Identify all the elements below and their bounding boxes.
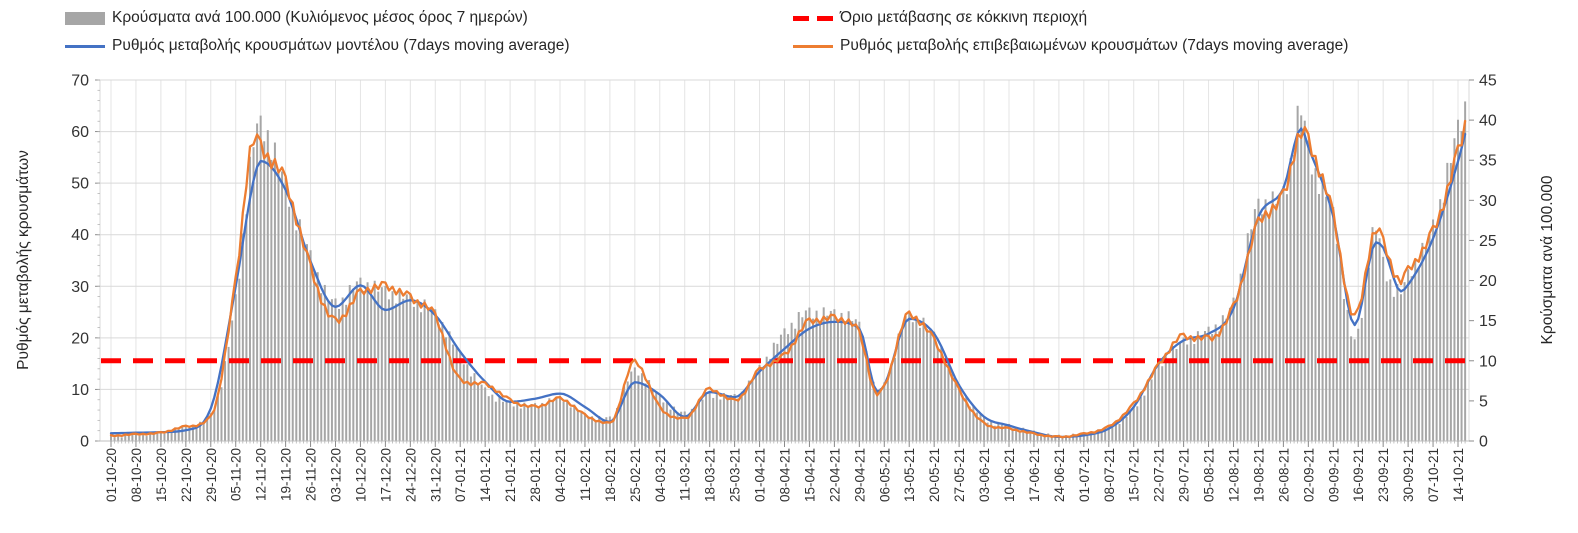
svg-text:07-10-21: 07-10-21 <box>1426 448 1441 502</box>
svg-text:10-12-20: 10-12-20 <box>353 448 368 502</box>
svg-text:21-01-21: 21-01-21 <box>503 448 518 502</box>
svg-text:60: 60 <box>71 124 89 141</box>
svg-text:14-01-21: 14-01-21 <box>478 448 493 502</box>
svg-text:45: 45 <box>1479 73 1497 90</box>
svg-text:40: 40 <box>1479 113 1497 130</box>
svg-text:28-01-21: 28-01-21 <box>528 448 543 502</box>
svg-text:08-07-21: 08-07-21 <box>1102 448 1117 502</box>
confirmed-rate-line <box>109 119 1467 439</box>
svg-text:03-12-20: 03-12-20 <box>329 448 344 502</box>
svg-text:11-02-21: 11-02-21 <box>578 448 593 501</box>
legend-item-model: Ρυθμός μεταβολής κρουσμάτων μοντέλου (7d… <box>65 37 570 55</box>
svg-text:26-11-20: 26-11-20 <box>304 448 319 501</box>
svg-text:29-10-20: 29-10-20 <box>204 448 219 502</box>
svg-text:01-10-20: 01-10-20 <box>104 448 119 502</box>
svg-text:14-10-21: 14-10-21 <box>1451 448 1466 502</box>
svg-text:0: 0 <box>80 434 89 451</box>
svg-text:30-09-21: 30-09-21 <box>1401 448 1416 502</box>
svg-text:01-07-21: 01-07-21 <box>1077 448 1092 502</box>
svg-text:70: 70 <box>71 73 89 90</box>
svg-text:01-04-21: 01-04-21 <box>753 448 768 502</box>
svg-text:0: 0 <box>1479 434 1488 451</box>
svg-text:22-04-21: 22-04-21 <box>827 448 842 502</box>
svg-text:09-09-21: 09-09-21 <box>1326 448 1341 502</box>
svg-text:19-11-20: 19-11-20 <box>279 448 294 501</box>
svg-text:17-12-20: 17-12-20 <box>378 448 393 502</box>
svg-text:18-03-21: 18-03-21 <box>703 448 718 502</box>
svg-text:25-02-21: 25-02-21 <box>628 448 643 502</box>
axis-tick-labels: 0 10 20 30 40 50 60 70 0 5 10 15 20 25 30 35 40 45 01-10-2… <box>71 73 1497 503</box>
cases-bars-series <box>110 101 1467 442</box>
svg-text:03-06-21: 03-06-21 <box>977 448 992 502</box>
svg-text:15: 15 <box>1479 313 1497 330</box>
svg-text:26-08-21: 26-08-21 <box>1276 448 1291 502</box>
svg-text:24-12-20: 24-12-20 <box>403 448 418 502</box>
svg-text:15-10-20: 15-10-20 <box>154 448 169 502</box>
svg-text:29-04-21: 29-04-21 <box>852 448 867 502</box>
svg-text:17-06-21: 17-06-21 <box>1027 448 1042 502</box>
svg-text:18-02-21: 18-02-21 <box>603 448 618 502</box>
bar-swatch-icon <box>65 11 105 25</box>
svg-text:02-09-21: 02-09-21 <box>1301 448 1316 502</box>
svg-text:20-05-21: 20-05-21 <box>927 448 942 502</box>
svg-text:35: 35 <box>1479 153 1497 170</box>
legend-item-confirmed: Ρυθμός μεταβολής επιβεβαιωμένων κρουσμάτ… <box>793 37 1348 55</box>
svg-text:24-06-21: 24-06-21 <box>1052 448 1067 502</box>
svg-text:15-04-21: 15-04-21 <box>802 448 817 502</box>
legend-label: Κρούσματα ανά 100.000 (Κυλιόμενος μέσος … <box>112 9 528 26</box>
svg-text:13-05-21: 13-05-21 <box>902 448 917 502</box>
legend-label: Όριο μετάβασης σε κόκκινη περιοχή <box>840 9 1088 26</box>
svg-text:07-01-21: 07-01-21 <box>453 448 468 502</box>
legend-label: Ρυθμός μεταβολής επιβεβαιωμένων κρουσμάτ… <box>840 37 1349 54</box>
svg-text:5: 5 <box>1479 393 1488 410</box>
svg-text:31-12-20: 31-12-20 <box>428 448 443 502</box>
svg-text:25-03-21: 25-03-21 <box>728 448 743 502</box>
svg-text:30: 30 <box>1479 193 1497 210</box>
svg-text:10-06-21: 10-06-21 <box>1002 448 1017 502</box>
svg-text:05-11-20: 05-11-20 <box>229 448 244 501</box>
svg-text:12-11-20: 12-11-20 <box>254 448 269 501</box>
svg-text:04-03-21: 04-03-21 <box>653 448 668 502</box>
svg-text:15-07-21: 15-07-21 <box>1127 448 1142 502</box>
svg-text:16-09-21: 16-09-21 <box>1351 448 1366 502</box>
svg-text:12-08-21: 12-08-21 <box>1227 448 1242 502</box>
svg-text:29-07-21: 29-07-21 <box>1177 448 1192 502</box>
svg-text:08-04-21: 08-04-21 <box>778 448 793 502</box>
blue-line-swatch-icon <box>65 44 105 48</box>
svg-text:10: 10 <box>1479 353 1497 370</box>
svg-text:20: 20 <box>71 330 89 347</box>
svg-text:23-09-21: 23-09-21 <box>1376 448 1391 502</box>
svg-text:11-03-21: 11-03-21 <box>678 448 693 501</box>
svg-text:04-02-21: 04-02-21 <box>553 448 568 502</box>
svg-text:19-08-21: 19-08-21 <box>1251 448 1266 502</box>
svg-text:20: 20 <box>1479 273 1497 290</box>
svg-text:22-07-21: 22-07-21 <box>1152 448 1167 502</box>
legend-item-cases: Κρούσματα ανά 100.000 (Κυλιόμενος μέσος … <box>65 9 528 27</box>
svg-text:08-10-20: 08-10-20 <box>129 448 144 502</box>
svg-text:50: 50 <box>71 176 89 193</box>
svg-text:22-10-20: 22-10-20 <box>179 448 194 502</box>
svg-text:10: 10 <box>71 382 89 399</box>
orange-line-swatch-icon <box>793 44 833 48</box>
svg-text:27-05-21: 27-05-21 <box>952 448 967 502</box>
svg-text:25: 25 <box>1479 233 1497 250</box>
svg-text:30: 30 <box>71 279 89 296</box>
svg-text:40: 40 <box>71 227 89 244</box>
dashed-line-swatch-icon <box>793 15 833 21</box>
svg-text:06-05-21: 06-05-21 <box>877 448 892 502</box>
axes <box>95 79 1474 447</box>
legend-item-threshold: Όριο μετάβασης σε κόκκινη περιοχή <box>793 9 1087 27</box>
legend-label: Ρυθμός μεταβολής κρουσμάτων μοντέλου (7d… <box>112 37 570 54</box>
svg-text:05-08-21: 05-08-21 <box>1202 448 1217 502</box>
